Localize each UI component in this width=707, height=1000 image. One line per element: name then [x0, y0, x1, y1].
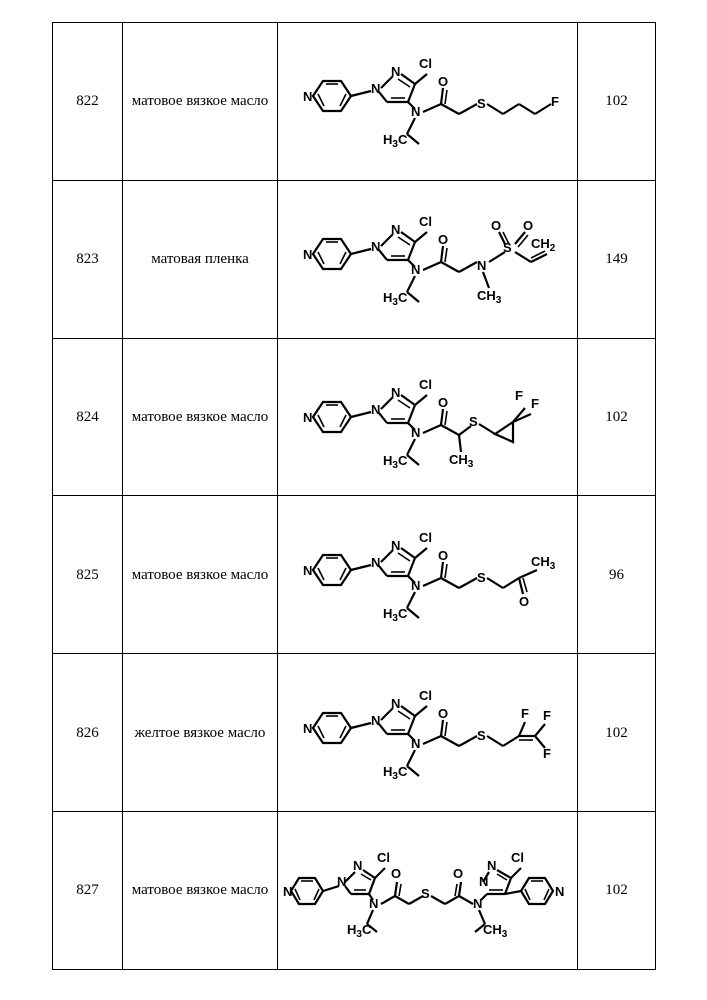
cell-description: матовое вязкое масло [123, 338, 278, 496]
table-row: 822 матовое вязкое масло N N [53, 23, 656, 181]
svg-text:N: N [371, 402, 380, 417]
svg-text:N: N [487, 858, 496, 873]
svg-text:N: N [391, 222, 400, 237]
svg-text:H3C: H3C [383, 290, 408, 308]
table-row: 825 матовое вязкое масло N N N [53, 496, 656, 654]
svg-text:O: O [523, 218, 533, 233]
svg-text:CH3: CH3 [483, 922, 508, 940]
table-row: 823 матовая пленка N N N [53, 180, 656, 338]
cell-description: матовое вязкое масло [123, 496, 278, 654]
svg-text:Cl: Cl [419, 688, 432, 703]
svg-text:H3C: H3C [347, 922, 372, 940]
svg-text:CH3: CH3 [477, 288, 502, 306]
svg-text:N: N [371, 239, 380, 254]
cell-structure: N N N Cl N [278, 496, 578, 654]
svg-text:N: N [303, 410, 312, 425]
svg-text:H3C: H3C [383, 453, 408, 471]
structure-icon: N N N Cl N [293, 204, 563, 314]
svg-text:S: S [477, 570, 486, 585]
cell-structure: N N N Cl [278, 23, 578, 181]
svg-text:F: F [515, 388, 523, 403]
cell-id: 823 [53, 180, 123, 338]
cell-reference: 96 [578, 496, 656, 654]
cell-id: 824 [53, 338, 123, 496]
cell-reference: 102 [578, 654, 656, 812]
svg-text:N: N [303, 563, 312, 578]
svg-text:N: N [371, 555, 380, 570]
svg-text:O: O [438, 706, 448, 721]
cell-reference: 102 [578, 812, 656, 970]
svg-text:Cl: Cl [511, 850, 524, 865]
svg-text:F: F [543, 746, 551, 761]
cell-structure: N N N Cl N [278, 812, 578, 970]
svg-text:Cl: Cl [419, 530, 432, 545]
svg-text:O: O [438, 74, 448, 89]
svg-text:CH3: CH3 [531, 554, 556, 572]
cell-id: 826 [53, 654, 123, 812]
svg-text:O: O [438, 548, 448, 563]
svg-text:Cl: Cl [419, 377, 432, 392]
table-row: 826 желтое вязкое масло N N N [53, 654, 656, 812]
svg-text:F: F [543, 708, 551, 723]
table-row: 824 матовое вязкое масло N N N [53, 338, 656, 496]
svg-text:S: S [477, 96, 486, 111]
svg-text:O: O [453, 866, 463, 881]
svg-text:N: N [479, 874, 488, 889]
structure-icon: N N N Cl N [293, 362, 563, 472]
cell-id: 822 [53, 23, 123, 181]
svg-text:H3C: H3C [383, 132, 408, 150]
svg-text:O: O [438, 395, 448, 410]
cell-id: 827 [53, 812, 123, 970]
svg-text:Cl: Cl [419, 214, 432, 229]
structure-icon: N N N Cl N [293, 520, 563, 630]
svg-text:N: N [391, 538, 400, 553]
svg-text:F: F [551, 94, 559, 109]
svg-text:O: O [491, 218, 501, 233]
svg-text:O: O [391, 866, 401, 881]
svg-text:N: N [473, 896, 482, 911]
table-row: 827 матовое вязкое масло N N N [53, 812, 656, 970]
svg-text:N: N [303, 721, 312, 736]
structure-icon: N N N Cl [293, 46, 563, 156]
svg-text:N: N [369, 896, 378, 911]
svg-text:N: N [371, 81, 380, 96]
svg-text:N: N [371, 713, 380, 728]
cell-structure: N N N Cl N [278, 338, 578, 496]
svg-text:F: F [521, 706, 529, 721]
structure-icon: N N N Cl N [283, 836, 573, 946]
svg-text:N: N [303, 89, 312, 104]
svg-text:N: N [303, 247, 312, 262]
cell-id: 825 [53, 496, 123, 654]
cell-reference: 102 [578, 23, 656, 181]
cell-structure: N N N Cl N [278, 654, 578, 812]
svg-text:H3C: H3C [383, 606, 408, 624]
svg-text:N: N [391, 64, 400, 79]
svg-text:N: N [283, 884, 292, 899]
cell-description: матовое вязкое масло [123, 812, 278, 970]
svg-text:Cl: Cl [377, 850, 390, 865]
compounds-table: 822 матовое вязкое масло N N [52, 22, 656, 970]
svg-text:N: N [391, 696, 400, 711]
svg-text:N: N [353, 858, 362, 873]
svg-text:S: S [421, 886, 430, 901]
svg-text:O: O [438, 232, 448, 247]
svg-text:O: O [519, 594, 529, 609]
cell-reference: 102 [578, 338, 656, 496]
svg-text:CH3: CH3 [449, 452, 474, 470]
svg-text:N: N [555, 884, 564, 899]
svg-text:N: N [391, 385, 400, 400]
cell-reference: 149 [578, 180, 656, 338]
page: 822 матовое вязкое масло N N [0, 0, 707, 1000]
svg-text:S: S [477, 728, 486, 743]
cell-description: желтое вязкое масло [123, 654, 278, 812]
svg-text:Cl: Cl [419, 56, 432, 71]
cell-structure: N N N Cl N [278, 180, 578, 338]
svg-text:N: N [477, 258, 486, 273]
cell-description: матовая пленка [123, 180, 278, 338]
cell-description: матовое вязкое масло [123, 23, 278, 181]
svg-text:F: F [531, 396, 539, 411]
structure-icon: N N N Cl N [293, 678, 563, 788]
svg-text:H3C: H3C [383, 764, 408, 782]
